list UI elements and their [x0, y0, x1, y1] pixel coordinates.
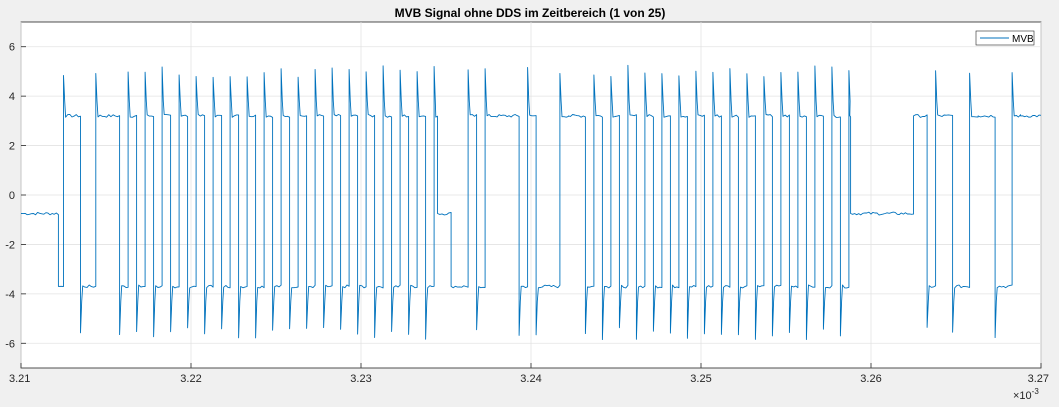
y-tick-label: -6 [5, 338, 15, 350]
x-exponent-power: -3 [1032, 387, 1040, 396]
y-tick-label: 0 [9, 190, 15, 202]
x-tick-label: 3.21 [9, 373, 30, 385]
x-tick-label: 3.25 [690, 373, 711, 385]
series-line-mvb [20, 64, 1042, 341]
chart-title: MVB Signal ohne DDS im Zeitbereich (1 vo… [395, 6, 666, 20]
axis-ticks [20, 46, 1042, 368]
y-tick-label: 4 [9, 91, 15, 103]
x-tick-label: 3.24 [520, 373, 541, 385]
y-tick-label: 6 [9, 42, 15, 54]
x-tick-label: 3.23 [350, 373, 371, 385]
legend-label-mvb: MVB [1012, 34, 1034, 45]
x-axis: 3.21 3.22 3.23 3.24 3.25 3.26 3.27 [9, 373, 1049, 385]
x-tick-label: 3.27 [1028, 373, 1049, 385]
signal-layer [20, 64, 1042, 341]
grid [20, 22, 1042, 368]
legend[interactable]: MVB [975, 30, 1035, 46]
y-tick-label: 2 [9, 141, 15, 153]
y-tick-label: -4 [5, 289, 15, 301]
x-tick-label: 3.26 [860, 373, 881, 385]
y-axis: -6 -4 -2 0 2 4 6 [5, 42, 15, 351]
x-exponent-label: ×10-3 [1013, 387, 1039, 402]
x-tick-label: 3.22 [180, 373, 201, 385]
y-tick-label: -2 [5, 239, 15, 251]
x-exponent-base: ×10 [1013, 390, 1032, 402]
